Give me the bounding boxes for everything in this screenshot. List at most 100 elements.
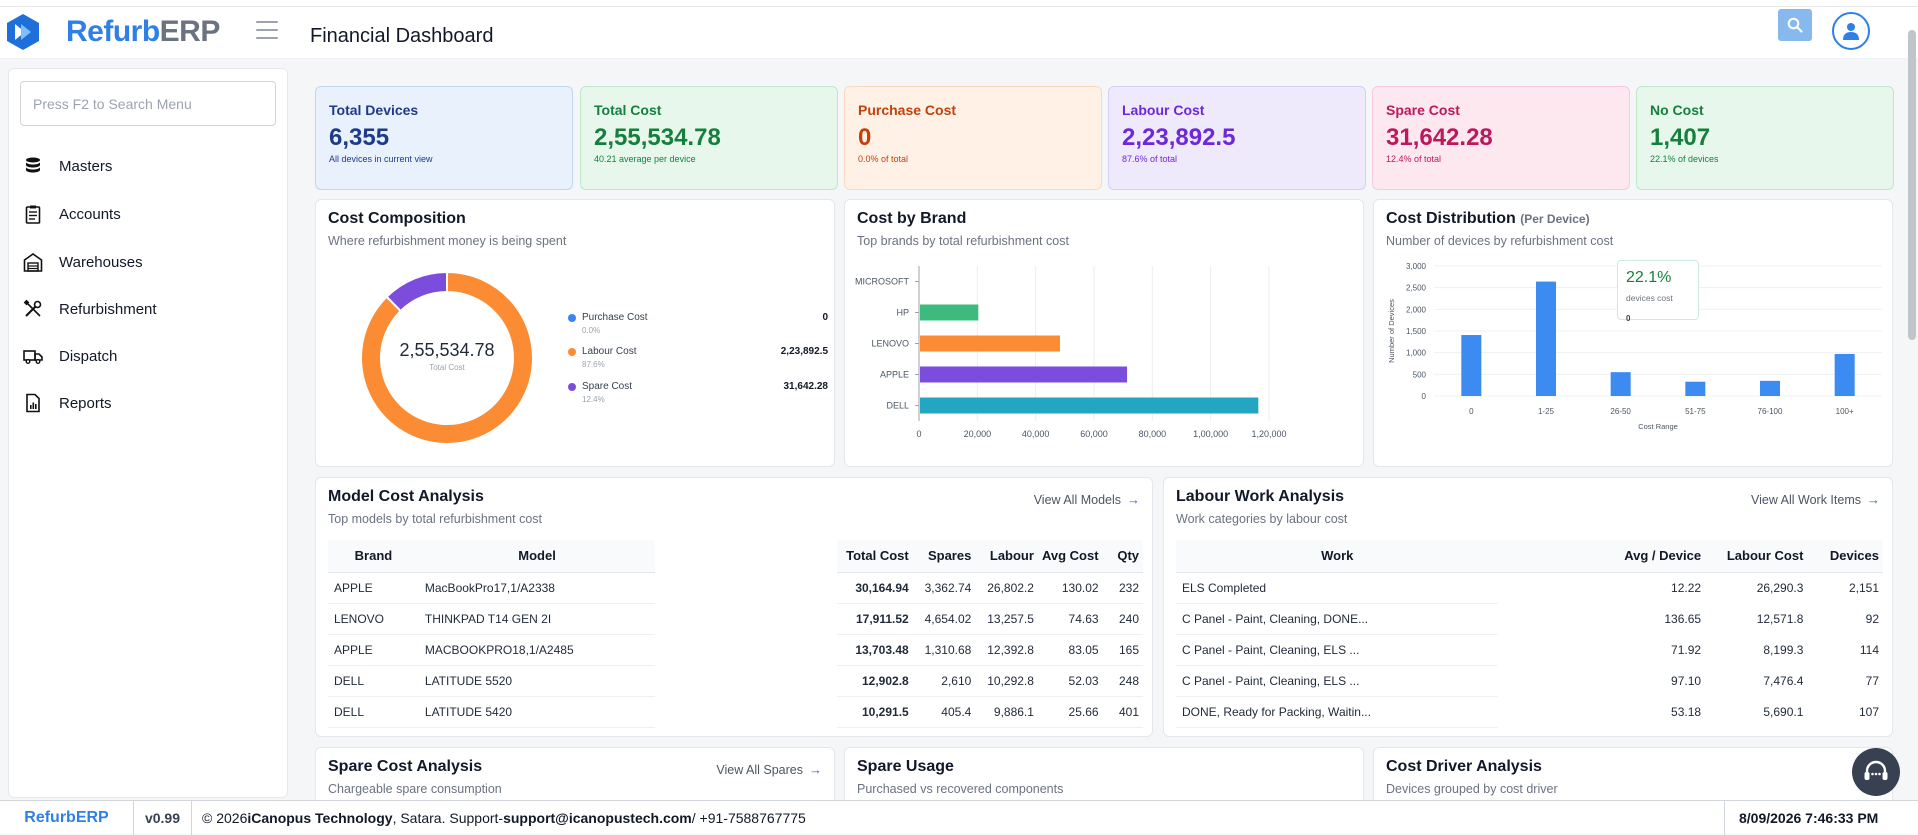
legend-value: 0 xyxy=(822,312,828,323)
view-all-spares-link[interactable]: View All Spares → xyxy=(716,762,822,777)
menu-search-input[interactable] xyxy=(20,81,276,126)
cell-brand: LENOVO xyxy=(328,603,419,635)
kpi-labour-cost: Labour Cost 2,23,892.5 87.6% of total xyxy=(1108,86,1366,190)
card-title: Cost Distribution (Per Device) xyxy=(1386,210,1590,228)
column-header[interactable]: Labour Cost xyxy=(1707,540,1808,573)
bar-26-50[interactable] xyxy=(1610,372,1631,396)
sidebar-item-masters[interactable]: Masters xyxy=(23,149,273,183)
cell-brand: DELL xyxy=(328,696,419,728)
table-row[interactable]: LENOVO THINKPAD T14 GEN 2I 17,911.52 4,654.… xyxy=(328,603,1143,635)
bar-51-75[interactable] xyxy=(1685,381,1706,396)
table-header-row: Work Avg / Device Labour Cost Devices xyxy=(1176,540,1883,573)
tooltip-label: devices cost xyxy=(1626,293,1673,303)
table-row[interactable]: ELS Completed 12.22 26,290.3 2,151 xyxy=(1176,572,1883,604)
support-chat-button[interactable] xyxy=(1852,748,1900,796)
card-subtitle: Number of devices by refurbishment cost xyxy=(1386,234,1614,248)
sidebar-item-accounts[interactable]: Accounts xyxy=(23,197,273,231)
cell-total-cost: 30,164.94 xyxy=(836,572,913,604)
table-row[interactable]: C Panel - Paint, Cleaning, DONE... 136.65… xyxy=(1176,603,1883,635)
labour-work-table: Work Avg / Device Labour Cost Devices EL… xyxy=(1176,540,1883,728)
table-row[interactable]: DONE, Ready for Packing, Waitin... 53.18 5… xyxy=(1176,696,1883,728)
column-header[interactable]: Devices xyxy=(1807,540,1883,573)
card-title: Cost Driver Analysis xyxy=(1386,758,1542,775)
cell-avg-cost: 52.03 xyxy=(1037,665,1103,697)
legend-pct: 12.4% xyxy=(582,395,605,404)
search-button[interactable] xyxy=(1778,9,1812,41)
kpi-total-cost: Total Cost 2,55,534.78 40.21 average per… xyxy=(580,86,838,190)
location-support: , Satara. Support- xyxy=(392,809,504,826)
kpi-value: 1,407 xyxy=(1650,124,1711,151)
y-tick-label: 1,000 xyxy=(1406,349,1427,358)
column-header[interactable]: Qty xyxy=(1102,540,1143,573)
table-row[interactable]: C Panel - Paint, Cleaning, ELS ... 97.10 7… xyxy=(1176,665,1883,697)
cell-avg-cost: 74.63 xyxy=(1037,603,1103,635)
card-title-suffix: (Per Device) xyxy=(1520,212,1590,226)
view-all-models-link[interactable]: View All Models → xyxy=(1034,492,1140,507)
column-header[interactable]: Avg Cost xyxy=(1037,540,1103,573)
cell-work: C Panel - Paint, Cleaning, ELS ... xyxy=(1176,634,1499,666)
footer-copyright: © 2026 iCanopus Technology, Satara. Supp… xyxy=(192,800,1725,835)
x-tick-label: 51-75 xyxy=(1685,407,1706,416)
cell-labour: 10,292.8 xyxy=(975,665,1038,697)
brand-logo-text[interactable]: RefurbERP xyxy=(66,14,220,50)
bar-dell[interactable] xyxy=(920,397,1259,414)
bar-1-25[interactable] xyxy=(1536,281,1556,396)
bar-lenovo[interactable] xyxy=(920,335,1060,352)
user-avatar-button[interactable] xyxy=(1832,12,1870,50)
kpi-label: Total Devices xyxy=(329,102,419,118)
column-header[interactable]: Total Cost xyxy=(836,540,913,573)
menu-toggle-icon[interactable] xyxy=(256,21,278,39)
pie-slice-spare-cost[interactable] xyxy=(385,270,448,313)
view-all-work-items-link[interactable]: View All Work Items → xyxy=(1751,492,1880,507)
table-row[interactable]: APPLE MacBookPro17,1/A2338 30,164.94 3,362.… xyxy=(328,572,1143,604)
column-header[interactable]: Brand xyxy=(328,540,419,573)
kpi-value: 6,355 xyxy=(329,124,390,151)
cell-work: DONE, Ready for Packing, Waitin... xyxy=(1176,696,1499,728)
card-subtitle: Top brands by total refurbishment cost xyxy=(857,234,1069,248)
report-icon xyxy=(26,393,40,413)
cell-model: MACBOOKPRO18,1/A2485 xyxy=(418,634,656,666)
y-tick-label: 2,000 xyxy=(1406,305,1427,314)
kpi-label: Purchase Cost xyxy=(858,102,957,118)
refurberp-logo-icon xyxy=(7,14,39,50)
column-header[interactable]: Model xyxy=(418,540,656,573)
table-row[interactable]: C Panel - Paint, Cleaning, ELS ... 71.92 8… xyxy=(1176,634,1883,666)
support-email-link[interactable]: support@icanopustech.com xyxy=(503,809,692,826)
app-header: RefurbERP Financial Dashboard xyxy=(0,7,1918,59)
sidebar-item-dispatch[interactable]: Dispatch xyxy=(23,339,273,373)
cell-qty: 401 xyxy=(1102,696,1143,728)
cell-total-cost: 10,291.5 xyxy=(836,696,913,728)
support-phone: / +91-7588767775 xyxy=(691,809,806,826)
y-tick-label: 1,500 xyxy=(1406,327,1427,336)
table-row[interactable]: DELL LATITUDE 5420 10,291.5 405.4 9,886.1 25.… xyxy=(328,696,1143,728)
bar-hp[interactable] xyxy=(920,304,979,321)
bar-0[interactable] xyxy=(1461,335,1482,396)
column-header[interactable]: Spares xyxy=(912,540,976,573)
cell-labour-cost: 12,571.8 xyxy=(1756,611,1804,626)
legend-dot xyxy=(568,383,576,391)
cell-spares: 3,362.74 xyxy=(912,572,976,604)
table-row[interactable]: APPLE MACBOOKPRO18,1/A2485 13,703.48 1,310.… xyxy=(328,634,1143,666)
sidebar-item-warehouses[interactable]: Warehouses xyxy=(23,245,273,279)
y-tick-label: LENOVO xyxy=(871,339,909,349)
cost-by-brand-card: Cost by Brand Top brands by total refurb… xyxy=(844,199,1364,467)
x-tick-label: 1,00,000 xyxy=(1193,429,1228,439)
pie-slice-labour-cost[interactable] xyxy=(360,270,534,445)
sidebar-item-reports[interactable]: Reports xyxy=(23,386,273,420)
copyright-prefix: © 2026 xyxy=(202,809,248,826)
bar-apple[interactable] xyxy=(920,366,1128,383)
page-scrollbar[interactable] xyxy=(1908,30,1916,340)
bar-100+[interactable] xyxy=(1834,353,1855,396)
legend-dot xyxy=(568,348,576,356)
headset-icon xyxy=(1864,760,1888,780)
cell-spacer xyxy=(655,634,837,665)
column-header[interactable]: Avg / Device xyxy=(1498,540,1708,573)
bar-76-100[interactable] xyxy=(1760,380,1780,396)
column-header[interactable]: Labour xyxy=(975,540,1038,573)
column-header[interactable]: Work xyxy=(1176,540,1499,573)
cell-avg-cost: 130.02 xyxy=(1037,572,1103,604)
cell-labour-cost: 26,290.3 xyxy=(1756,580,1804,595)
arrow-right-icon: → xyxy=(809,762,822,777)
table-row[interactable]: DELL LATITUDE 5520 12,902.8 2,610 10,292.8 52… xyxy=(328,665,1143,697)
sidebar-item-refurbishment[interactable]: Refurbishment xyxy=(23,292,273,326)
